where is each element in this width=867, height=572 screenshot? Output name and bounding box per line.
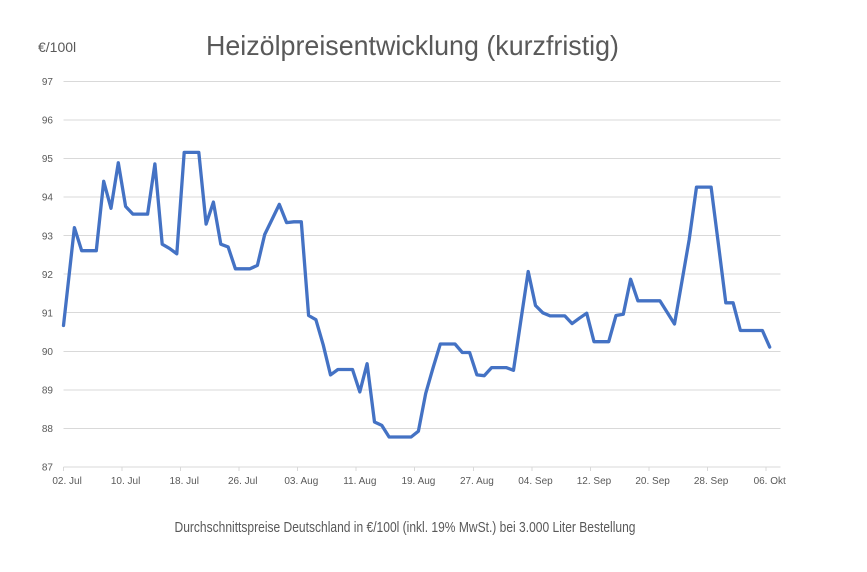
svg-text:95: 95 — [42, 154, 54, 165]
svg-text:10. Jul: 10. Jul — [111, 476, 140, 487]
svg-text:€/100l: €/100l — [38, 39, 76, 55]
svg-text:88: 88 — [42, 424, 54, 435]
svg-text:11. Aug: 11. Aug — [343, 476, 376, 487]
svg-text:93: 93 — [42, 231, 54, 242]
svg-text:18. Jul: 18. Jul — [169, 476, 198, 487]
svg-text:89: 89 — [42, 386, 54, 397]
svg-text:04. Sep: 04. Sep — [518, 476, 553, 487]
svg-text:20. Sep: 20. Sep — [635, 476, 670, 487]
svg-text:96: 96 — [42, 116, 54, 127]
svg-text:28. Sep: 28. Sep — [694, 476, 729, 487]
svg-text:87: 87 — [42, 463, 54, 474]
svg-text:97: 97 — [42, 77, 54, 88]
svg-text:26. Jul: 26. Jul — [228, 476, 257, 487]
svg-text:Durchschnittspreise Deutschlan: Durchschnittspreise Deutschland in €/100… — [175, 519, 636, 536]
svg-text:91: 91 — [42, 308, 54, 319]
svg-text:19. Aug: 19. Aug — [401, 476, 435, 487]
svg-text:90: 90 — [42, 347, 54, 358]
svg-text:06. Okt: 06. Okt — [754, 476, 786, 487]
svg-text:27. Aug: 27. Aug — [460, 476, 494, 487]
svg-text:94: 94 — [42, 193, 54, 204]
svg-text:Heizölpreisentwicklung (kurzfr: Heizölpreisentwicklung (kurzfristig) — [206, 30, 619, 61]
svg-text:12. Sep: 12. Sep — [577, 476, 612, 487]
svg-text:02. Jul: 02. Jul — [52, 476, 81, 487]
svg-text:92: 92 — [42, 270, 54, 281]
svg-text:03. Aug: 03. Aug — [284, 476, 318, 487]
